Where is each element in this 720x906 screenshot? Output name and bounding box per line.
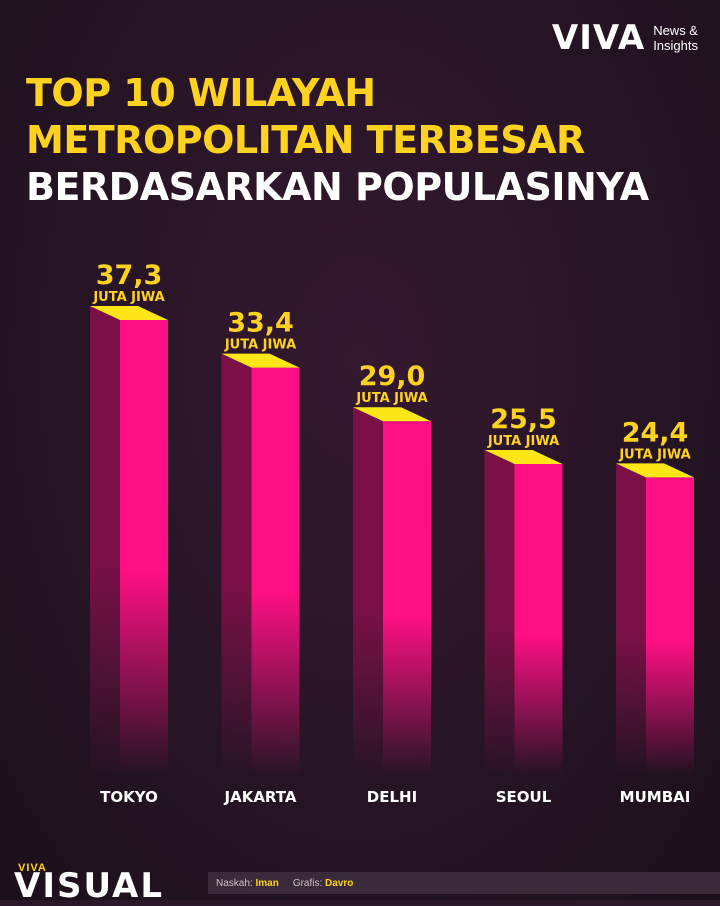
- unit-label-3: JUTA JIWA: [487, 434, 559, 449]
- title-line-2: METROPOLITAN TERBESAR: [26, 118, 585, 162]
- credit-naskah-label: Naskah:: [216, 877, 253, 889]
- category-label-1: JAKARTA: [224, 788, 297, 806]
- bar-side-3: [484, 449, 515, 775]
- title-line-3: BERDASARKAN POPULASINYA: [26, 165, 649, 209]
- bar-front-4: [646, 477, 694, 775]
- bar-top-4: [616, 463, 694, 478]
- viva-logo: VIVA News & Insights: [552, 18, 698, 58]
- category-label-2: DELHI: [367, 788, 417, 806]
- logo-sub-line-1: News &: [653, 23, 698, 38]
- bar-top-2: [353, 407, 431, 422]
- unit-label-2: JUTA JIWA: [355, 391, 427, 406]
- unit-label-0: JUTA JIWA: [92, 290, 164, 305]
- bar-front-3: [514, 463, 563, 775]
- bar-top-1: [221, 353, 300, 368]
- credit-naskah-value: Iman: [255, 877, 279, 889]
- unit-label-4: JUTA JIWA: [618, 447, 690, 462]
- value-label-4: 24,4: [622, 417, 689, 448]
- category-label-0: TOKYO: [100, 788, 158, 806]
- bar-side-1: [221, 353, 252, 775]
- bar-side-2: [353, 407, 383, 775]
- credit-grafis-label: Grafis:: [292, 877, 323, 889]
- bar-side-4: [616, 463, 646, 775]
- bar-front-1: [251, 367, 300, 775]
- page-title: TOP 10 WILAYAH METROPOLITAN TERBESAR BER…: [26, 70, 706, 211]
- category-label-3: SEOUL: [496, 788, 552, 806]
- bar-top-0: [90, 306, 168, 320]
- footer-brand-small: VIVA: [18, 862, 47, 874]
- credit-grafis-value: Davro: [325, 877, 354, 889]
- bar-side-0: [90, 306, 120, 775]
- footer: VIVA VISUAL Naskah: Iman Grafis: Davro: [0, 862, 720, 906]
- logo-wordmark: VIVA: [551, 18, 646, 58]
- title-line-1: TOP 10 WILAYAH: [26, 71, 376, 115]
- credit-grafis: Grafis: Davro: [293, 878, 354, 889]
- bar-top-3: [484, 449, 563, 464]
- value-label-3: 25,5: [490, 404, 557, 435]
- value-label-2: 29,0: [359, 361, 426, 392]
- footer-brand-big: VISUAL: [14, 866, 164, 906]
- logo-sub-line-2: Insights: [653, 38, 698, 53]
- credits-bar: Naskah: Iman Grafis: Davro: [208, 872, 720, 894]
- bar-front-2: [383, 421, 431, 775]
- value-label-0: 37,3: [96, 260, 163, 291]
- credit-naskah: Naskah: Iman: [216, 878, 279, 889]
- unit-label-1: JUTA JIWA: [224, 338, 296, 353]
- logo-subtitle: News & Insights: [653, 23, 698, 53]
- value-label-1: 33,4: [227, 308, 294, 339]
- category-label-4: MUMBAI: [620, 788, 691, 806]
- bar-front-0: [120, 320, 168, 775]
